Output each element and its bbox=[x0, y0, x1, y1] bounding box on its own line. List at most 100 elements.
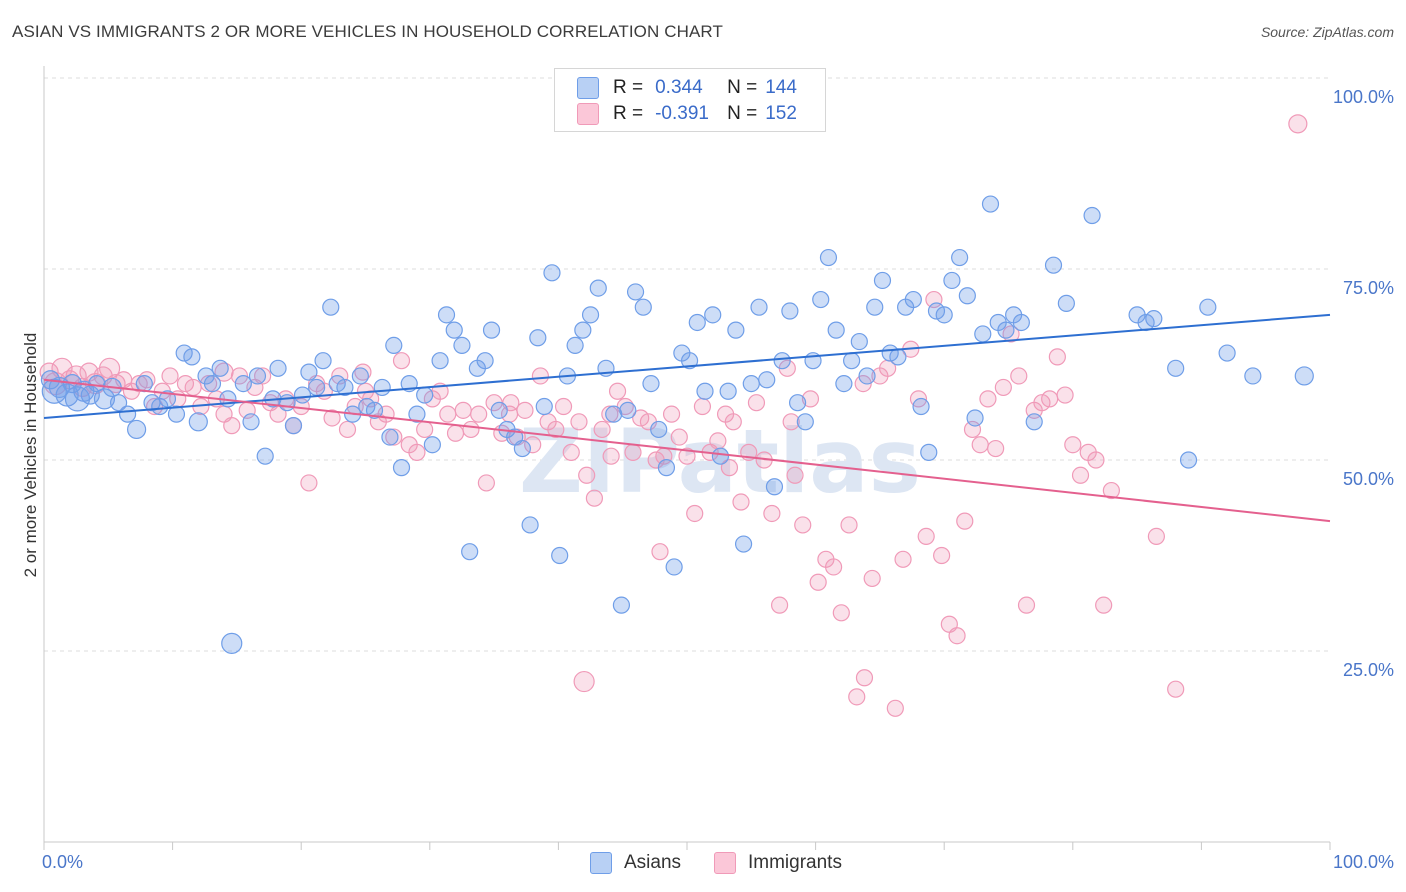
bottom-asians-label: Asians bbox=[624, 852, 682, 873]
asians-point-77 bbox=[605, 405, 623, 423]
asians-point-78 bbox=[612, 596, 631, 614]
asians-point-40 bbox=[328, 375, 346, 393]
asians-point-133 bbox=[1057, 294, 1075, 312]
chart-source: Source: ZipAtlas.com bbox=[1260, 24, 1394, 40]
bottom-legend-immigrants: Immigrants bbox=[714, 852, 842, 874]
immigrants-point-96 bbox=[770, 596, 789, 614]
immigrants-n-value: 152 bbox=[765, 103, 797, 124]
asians-point-62 bbox=[490, 401, 508, 419]
asians-point-69 bbox=[543, 264, 561, 282]
asians-point-28 bbox=[242, 413, 260, 431]
immigrants-point-111 bbox=[886, 699, 904, 717]
y-tick-label-100: 100.0% bbox=[1332, 87, 1394, 107]
immigrants-point-69 bbox=[562, 443, 580, 461]
immigrants-point-99 bbox=[794, 516, 812, 534]
asians-point-134 bbox=[1083, 206, 1101, 225]
asians-point-121 bbox=[943, 271, 961, 290]
asians-point-87 bbox=[680, 352, 699, 370]
immigrants-point-131 bbox=[1041, 390, 1059, 408]
immigrants-point-148 bbox=[720, 459, 739, 477]
asians-point-21 bbox=[188, 412, 208, 432]
asians-point-90 bbox=[704, 306, 722, 324]
asians-point-93 bbox=[727, 321, 745, 339]
asians-point-131 bbox=[1025, 413, 1043, 431]
y-tick-label-25: 25.0% bbox=[1342, 660, 1394, 680]
asians-n-label: N = bbox=[727, 77, 758, 98]
immigrants-point-64 bbox=[524, 436, 542, 454]
immigrants-point-67 bbox=[547, 420, 565, 439]
immigrants-point-55 bbox=[454, 401, 472, 419]
immigrants-r-value: -0.391 bbox=[655, 103, 709, 124]
asians-point-52 bbox=[416, 386, 434, 404]
immigrants-point-57 bbox=[470, 405, 488, 423]
bottom-legend-asians: Asians bbox=[590, 852, 681, 874]
asians-point-55 bbox=[437, 306, 456, 324]
immigrants-point-38 bbox=[323, 409, 341, 427]
immigrants-point-75 bbox=[608, 382, 627, 400]
legend-row-immigrants: R = -0.391 N = 152 bbox=[577, 102, 797, 126]
asians-point-122 bbox=[951, 248, 969, 267]
immigrants-point-19 bbox=[176, 375, 195, 393]
immigrants-point-74 bbox=[601, 405, 619, 423]
asians-point-74 bbox=[581, 306, 600, 324]
asians-point-137 bbox=[1145, 310, 1163, 328]
immigrants-point-108 bbox=[863, 569, 881, 588]
immigrants-point-56 bbox=[462, 420, 480, 439]
asians-point-47 bbox=[381, 428, 399, 446]
immigrants-point-63 bbox=[516, 401, 534, 419]
immigrants-point-105 bbox=[840, 516, 858, 534]
asians-point-106 bbox=[827, 321, 845, 339]
immigrants-point-13 bbox=[130, 375, 148, 393]
immigrants-point-138 bbox=[1095, 596, 1113, 614]
immigrants-point-106 bbox=[848, 688, 866, 706]
immigrants-point-151 bbox=[602, 447, 620, 465]
immigrants-points bbox=[39, 114, 1308, 717]
immigrants-point-47 bbox=[392, 352, 411, 370]
asians-point-132 bbox=[1044, 256, 1063, 274]
immigrants-point-149 bbox=[782, 413, 800, 431]
immigrants-point-90 bbox=[724, 413, 742, 431]
immigrants-point-29 bbox=[254, 367, 272, 385]
trend-lines bbox=[43, 313, 1331, 523]
asians-point-88 bbox=[688, 313, 706, 332]
asians-point-75 bbox=[589, 279, 607, 297]
asians-point-54 bbox=[431, 352, 449, 370]
immigrants-point-147 bbox=[651, 543, 669, 561]
asians-point-67 bbox=[529, 329, 547, 347]
asians-point-65 bbox=[513, 439, 531, 458]
asians-point-26 bbox=[221, 632, 243, 654]
y-tick-label-50: 50.0% bbox=[1342, 469, 1394, 489]
immigrants-point-73 bbox=[593, 420, 611, 439]
asians-point-142 bbox=[1244, 367, 1262, 385]
asians-point-141 bbox=[1218, 344, 1236, 362]
asians-point-94 bbox=[734, 535, 753, 553]
asians-point-84 bbox=[657, 459, 676, 477]
x-tick-label-min: 0.0% bbox=[42, 852, 84, 872]
asians-point-20 bbox=[183, 348, 201, 366]
asians-swatch bbox=[577, 77, 599, 99]
asians-point-96 bbox=[750, 298, 768, 316]
immigrants-point-128 bbox=[1017, 596, 1036, 614]
asians-point-13 bbox=[126, 419, 147, 440]
asians-point-36 bbox=[300, 363, 318, 381]
asians-point-24 bbox=[211, 359, 229, 377]
immigrants-point-112 bbox=[894, 550, 912, 568]
immigrants-point-135 bbox=[1071, 466, 1090, 484]
asians-point-27 bbox=[234, 375, 252, 393]
asians-point-138 bbox=[1167, 359, 1185, 377]
immigrants-point-88 bbox=[709, 432, 727, 450]
bottom-asians-swatch bbox=[590, 852, 612, 874]
asians-point-102 bbox=[796, 413, 814, 431]
asians-n-value: 144 bbox=[765, 77, 797, 98]
immigrants-point-25 bbox=[223, 417, 241, 435]
immigrants-point-115 bbox=[917, 527, 935, 546]
asians-point-61 bbox=[482, 321, 501, 339]
immigrants-point-100 bbox=[801, 390, 820, 408]
asians-point-30 bbox=[256, 447, 274, 465]
x-tick-label-max: 100.0% bbox=[1332, 852, 1394, 872]
asians-point-125 bbox=[974, 325, 992, 343]
asians-point-41 bbox=[336, 378, 354, 397]
asians-point-70 bbox=[551, 546, 569, 565]
immigrants-point-117 bbox=[933, 546, 951, 565]
